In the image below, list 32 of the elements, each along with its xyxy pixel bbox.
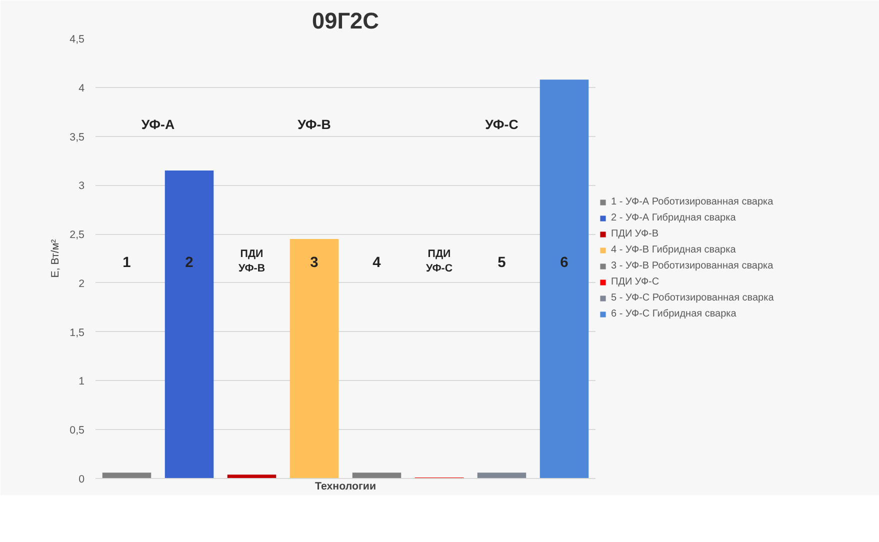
y-tick-label: 0	[78, 474, 85, 486]
legend-label: ПДИ УФ-В	[611, 228, 659, 240]
legend-label: 1 - УФ-А Роботизированная сварка	[611, 196, 774, 208]
legend-label: 4 - УФ-В Гибридная сварка	[611, 244, 736, 256]
annotation: УФ-В	[298, 117, 332, 132]
annotation: 6	[560, 254, 568, 271]
legend-label: 5 - УФ-С Роботизированная сварка	[611, 292, 774, 304]
legend-label: 2 - УФ-А Гибридная сварка	[611, 212, 736, 224]
y-axis-title: E, Вт/м²	[50, 238, 62, 278]
annotation: ПДИ УФ-В	[238, 248, 266, 275]
annotation: 2	[185, 254, 194, 271]
y-tick-label: 1,5	[70, 326, 85, 339]
annotation: 4	[372, 254, 382, 271]
annotation: 5	[498, 254, 506, 271]
y-tick-label: 4	[78, 82, 85, 94]
y-tick-label: 0,5	[70, 424, 85, 437]
y-tick-label: 4,5	[70, 34, 85, 46]
legend-label: 6 - УФ-С Гибридная сварка	[611, 308, 736, 320]
legend-label: ПДИ УФ-С	[611, 276, 660, 288]
annotation: УФ-А	[141, 117, 175, 132]
chart-title: 09Г2С	[312, 8, 380, 34]
annotation: ПДИ УФ-С	[426, 248, 453, 275]
annotation: УФ-С	[485, 117, 519, 132]
y-tick-label: 1	[78, 376, 85, 388]
x-axis-title: Технологии	[314, 480, 376, 492]
y-tick-label: 2,5	[70, 229, 85, 242]
y-tick-label: 3	[78, 180, 85, 192]
annotation: 1	[122, 254, 131, 271]
legend-label: 3 - УФ-В Роботизированная сварка	[611, 260, 774, 272]
annotation: 3	[310, 254, 318, 271]
y-tick-label: 2	[78, 278, 85, 290]
y-tick-label: 3,5	[70, 131, 85, 144]
